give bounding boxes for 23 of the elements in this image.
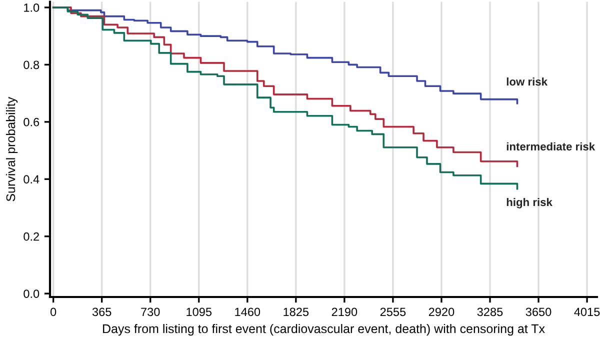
y-tick-label: 1.0 xyxy=(24,3,40,12)
x-tick-label: 3285 xyxy=(477,308,503,316)
x-tick-label: 3650 xyxy=(526,308,552,316)
x-tick-label: 2920 xyxy=(428,308,454,316)
x-tick-label: 1095 xyxy=(186,308,212,316)
series-label: high risk xyxy=(506,198,552,208)
y-tick-label: 0.0 xyxy=(24,290,40,298)
y-tick-label: 0.8 xyxy=(24,60,40,70)
x-tick-label: 1460 xyxy=(235,308,260,316)
x-tick-label: 4015 xyxy=(574,308,600,316)
x-tick-label: 0 xyxy=(50,308,56,316)
y-tick-label: 0.6 xyxy=(24,118,40,126)
x-tick-label: 730 xyxy=(141,308,160,316)
series-label: intermediate risk xyxy=(506,142,596,150)
y-tick-label: 0.4 xyxy=(24,175,40,184)
y-tick-label: 0.2 xyxy=(24,232,39,241)
x-tick-label: 1825 xyxy=(284,308,309,316)
series-label: low risk xyxy=(506,77,548,86)
y-axis-title: Survival probability xyxy=(6,96,18,202)
x-tick-label: 2190 xyxy=(332,308,358,316)
x-tick-label: 365 xyxy=(92,308,112,316)
x-axis-title: Days from listing to first event (cardiovascular event, death) with censoring at Tx xyxy=(103,324,545,336)
x-tick-label: 2555 xyxy=(380,308,406,316)
